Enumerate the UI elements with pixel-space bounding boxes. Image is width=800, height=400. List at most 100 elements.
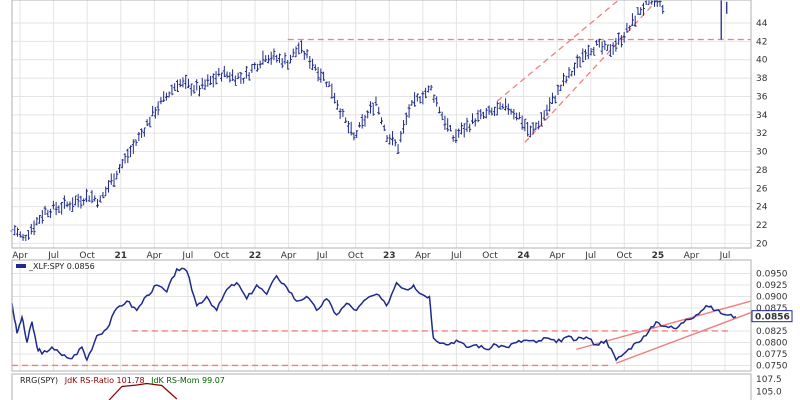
rrg-panel-frame [11,373,752,400]
price-bar [57,205,61,214]
price-bar [120,159,124,169]
price-bar [377,106,381,115]
price-bar [13,225,17,236]
price-bar [647,0,650,5]
price-bar [548,97,552,112]
price-x-axis: Apr Jul Oct 21 Apr Jul Oct 22 Apr Jul Oct 23 Apr Jul O… [12,251,730,261]
price-x-tick: 22 [249,251,262,261]
price-bar [297,42,301,55]
price-bar [330,83,334,99]
rrg-panel: RRG(SPY) JdK RS-Ratio 101.78 JdK RS-Mom … [11,373,782,400]
price-bar [242,77,246,84]
price-bar [134,139,138,146]
price-bar [644,0,647,5]
price-bar [371,102,375,116]
price-bar [584,49,588,61]
price-bar [363,114,367,127]
price-bar [167,91,171,98]
price-bar [107,180,111,193]
price-bar [512,108,516,120]
price-bar [170,84,174,96]
price-bar [407,104,411,118]
price-bar [482,111,486,120]
price-y-tick: 24 [756,203,768,213]
price-bar [214,71,218,85]
rs-y-tick: 0.0900 [756,292,788,302]
price-bar [528,125,532,138]
price-bar [391,131,395,146]
rs-y-tick: 0.0750 [756,361,788,371]
price-bar [84,188,88,203]
price-bar [24,234,28,242]
price-bar [459,122,463,135]
price-bar [410,100,414,106]
price-y-tick: 34 [756,111,768,121]
price-bar [523,118,527,132]
price-x-tick: Oct [482,251,498,261]
price-bar [575,54,579,69]
price-gridlines [12,0,751,248]
price-bar [51,200,55,210]
rrg-legend-prefix: RRG(SPY) [20,376,58,385]
price-y-tick: 22 [756,221,767,231]
price-y-tick: 36 [756,92,768,102]
price-bar [352,132,356,141]
price-bar [385,135,389,143]
price-bar [181,77,185,88]
rrg-legend-mom: JdK RS-Mom 99.07 [150,376,225,385]
price-bar [424,87,428,99]
price-bar [305,49,309,59]
price-bar [338,108,342,119]
price-bar [211,73,215,88]
price-bar [186,78,190,89]
price-bar [396,144,400,155]
price-bar [156,101,160,116]
price-bar [421,91,425,105]
price-bar [611,42,615,55]
price-bar [382,124,386,132]
price-bar [71,197,75,213]
price-bar [360,114,364,129]
price-bar [289,54,293,64]
price-bar [462,123,466,138]
price-bar [603,40,607,51]
price-bar [393,139,397,147]
price-bar [468,123,472,133]
price-bar [437,106,441,114]
price-bar [322,71,326,81]
price-y-tick: 30 [756,148,768,158]
price-bar [16,227,20,237]
price-bar [327,81,331,88]
price-bar [131,139,135,154]
price-bar [415,93,419,102]
price-bar [65,201,69,208]
price-bar [109,173,113,185]
price-bar [153,107,157,119]
price-bar [40,210,44,224]
price-bar [630,13,634,27]
price-bar [539,112,543,127]
price-bar [173,83,177,91]
price-bar [203,79,207,91]
price-bar [164,92,168,101]
price-bar [355,130,359,139]
price-bar [46,209,50,218]
price-bar [239,72,243,84]
price-bar [250,63,254,73]
price-bar [261,50,265,65]
price-bar [137,131,141,142]
price-bar [206,74,210,87]
price-bar [145,119,149,127]
price-bar [159,97,163,105]
price-x-tick: Jul [316,251,328,261]
price-bar [333,92,337,104]
price-bar [175,79,179,92]
price-x-tick: Apr [549,251,565,261]
price-bar [236,72,240,80]
price-x-tick: Oct [617,251,633,261]
price-y-tick: 42 [756,37,767,47]
price-bar [27,230,31,240]
